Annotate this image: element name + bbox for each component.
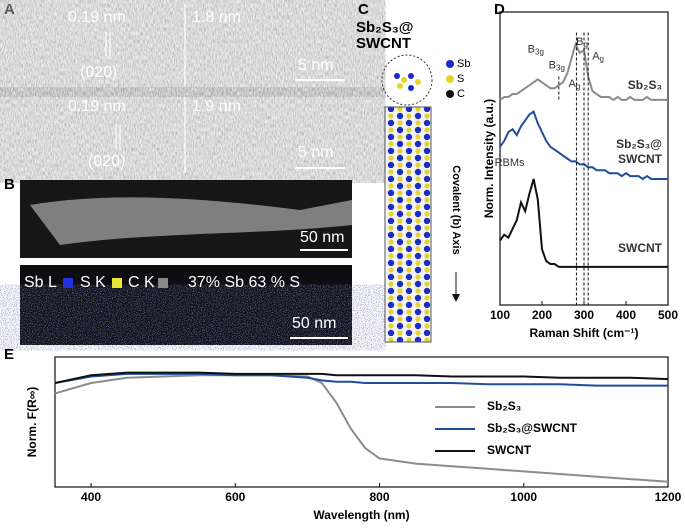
x-axis-label: Wavelength (nm) <box>313 508 409 522</box>
x-tick-label: 800 <box>370 490 390 504</box>
atom-key <box>446 60 454 68</box>
axis-label: Covalent (b) Axis <box>450 165 462 254</box>
series-line <box>499 178 668 268</box>
legend-label: Sb₂S₃ <box>487 399 521 413</box>
tem-image <box>20 95 352 175</box>
x-tick-label: 600 <box>225 490 245 504</box>
x-tick-label: 100 <box>490 308 510 322</box>
series-label: Sb₂S₃ <box>628 78 662 92</box>
c-title: Sb₂S₃@ <box>356 19 413 36</box>
peak-label: B3g <box>528 43 544 56</box>
y-axis-label: Norm. F(R∞) <box>25 387 39 458</box>
atom-label: S <box>457 73 464 85</box>
panel-label: E <box>4 346 14 363</box>
x-tick-label: 500 <box>658 308 678 322</box>
peak-label: Bg <box>576 36 588 49</box>
plot-frame <box>54 356 669 488</box>
tube-width: 1.9 nm <box>192 98 241 115</box>
plane: (020) <box>80 64 117 81</box>
map-legend: S K <box>80 274 106 291</box>
series-line <box>54 374 669 483</box>
plane: (020) <box>88 153 125 170</box>
cross-section <box>381 54 433 106</box>
bundle <box>30 197 352 245</box>
x-axis-label: Raman Shift (cm⁻¹) <box>529 326 638 340</box>
series-line <box>54 371 669 384</box>
c-title: SWCNT <box>356 35 411 52</box>
scale-bar-label: 5 nm <box>298 57 334 74</box>
x-tick-label: 200 <box>532 308 552 322</box>
atom-label: C <box>457 88 465 100</box>
atom-label: Sb <box>457 58 470 70</box>
tem-image <box>20 2 352 88</box>
x-tick-label: 1200 <box>655 490 682 504</box>
peak-label: Ag <box>592 50 604 63</box>
peak-label: B3g <box>549 59 565 72</box>
panel-label: B <box>4 176 15 193</box>
axis-arrow-head <box>452 294 460 302</box>
x-tick-label: 1000 <box>510 490 537 504</box>
map-legend: C K <box>128 274 155 291</box>
lattice-spacing: 0.19 nm <box>68 98 126 115</box>
x-tick-label: 400 <box>616 308 636 322</box>
composition: 37% Sb 63 % S <box>188 274 300 291</box>
legend-swatch <box>63 278 73 288</box>
panel-label: D <box>494 1 505 18</box>
series-line <box>54 372 668 387</box>
series-label: Sb₂S₃@ SWCNT <box>616 137 663 166</box>
atom-key <box>446 75 454 83</box>
eds-dots <box>20 290 352 345</box>
y-axis-label: Norm. Intensity (a.u.) <box>482 99 496 218</box>
map-legend: Sb L <box>24 274 57 291</box>
scale-bar-label: 50 nm <box>300 229 344 246</box>
x-tick-label: 400 <box>81 490 101 504</box>
legend-label: Sb₂S₃@SWCNT <box>487 421 578 435</box>
series-label: SWCNT <box>618 241 663 255</box>
cross-section-atoms <box>394 73 421 91</box>
scale-bar-label: 5 nm <box>298 144 334 161</box>
x-tick-label: 300 <box>574 308 594 322</box>
legend-swatch <box>158 278 168 288</box>
legend-label: SWCNT <box>487 443 532 457</box>
peak-label: Ag <box>569 78 581 91</box>
panel-label: A <box>4 1 15 18</box>
panel-label: C <box>358 1 369 18</box>
tube-width: 1.8 nm <box>192 9 241 26</box>
measure-lines <box>105 4 345 173</box>
atom-key <box>446 90 454 98</box>
nanotube-model <box>384 106 432 343</box>
charts: 100 200 300 400 500 Raman Shift (cm⁻¹) Norm. I… <box>25 11 682 522</box>
lattice-spacing: 0.19 nm <box>68 9 126 26</box>
annotation: RBMs <box>495 157 525 169</box>
legend-swatch <box>112 278 122 288</box>
scale-bar-label: 50 nm <box>292 315 336 332</box>
